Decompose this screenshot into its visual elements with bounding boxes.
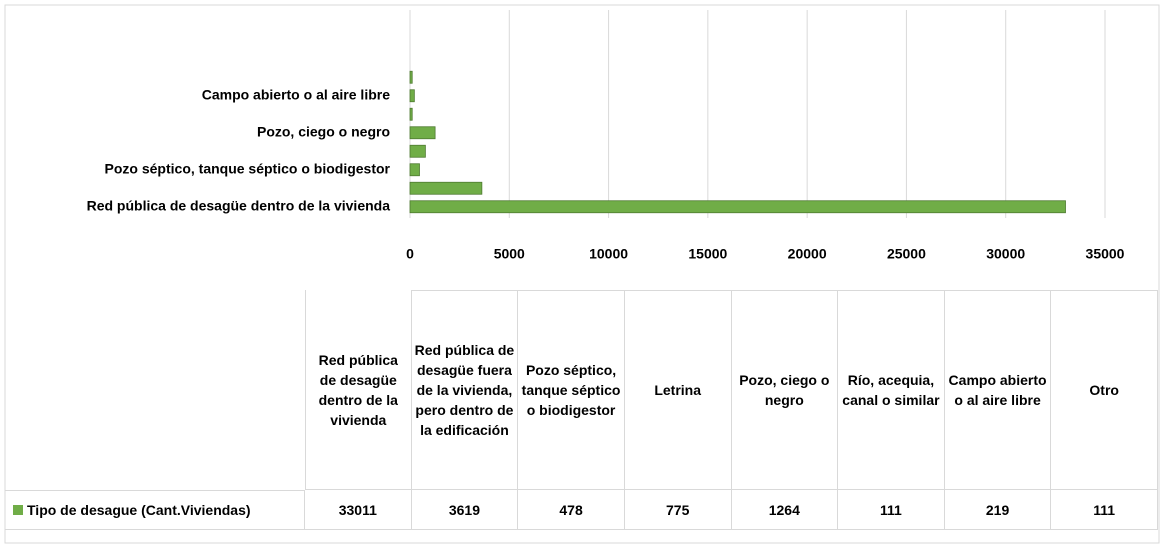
- bar: [409, 181, 483, 195]
- x-tick-label: 30000: [986, 246, 1025, 262]
- table-header: Letrina: [624, 290, 732, 490]
- x-tick-label: 10000: [589, 246, 628, 262]
- x-tick-label: 15000: [688, 246, 727, 262]
- table-value: 775: [624, 490, 732, 530]
- y-tick-label: Pozo, ciego o negro: [257, 123, 390, 139]
- legend-label: Tipo de desague (Cant.Viviendas): [27, 502, 251, 518]
- chart-border: [4, 4, 1160, 544]
- bar: [409, 144, 426, 158]
- x-tick-label: 25000: [887, 246, 926, 262]
- legend-cell: Tipo de desague (Cant.Viviendas): [5, 490, 305, 530]
- bar: [409, 70, 413, 84]
- table-header: Red pública de desagüe dentro de la vivi…: [305, 290, 412, 490]
- table-value: 33011: [305, 490, 412, 530]
- table-header: Pozo séptico, tanque séptico o biodigest…: [518, 290, 625, 490]
- y-tick-label: Pozo séptico, tanque séptico o biodigest…: [105, 160, 391, 176]
- table-value: 111: [838, 490, 945, 530]
- y-tick-label: Red pública de desagüe dentro de la vivi…: [87, 197, 391, 213]
- x-tick-label: 35000: [1086, 246, 1125, 262]
- x-tick-label: 20000: [788, 246, 827, 262]
- table-value: 478: [518, 490, 625, 530]
- table-value: 3619: [411, 490, 519, 530]
- table-value: 1264: [731, 490, 839, 530]
- table-header: Pozo, ciego o negro: [731, 290, 839, 490]
- bar: [409, 126, 436, 140]
- bar: [409, 89, 415, 103]
- table-header: Río, acequia, canal o similar: [838, 290, 945, 490]
- bar: [409, 163, 420, 177]
- table-value: 219: [944, 490, 1052, 530]
- table-header: Campo abierto o al aire libre: [944, 290, 1052, 490]
- bar: [409, 200, 1066, 214]
- legend-swatch: [13, 505, 23, 515]
- table-header: Red pública de desagüe fuera de la vivie…: [411, 290, 519, 490]
- bar: [409, 107, 413, 121]
- x-tick-label: 5000: [494, 246, 525, 262]
- table-value: 111: [1051, 490, 1158, 530]
- table-header: Otro: [1051, 290, 1158, 490]
- y-tick-label: Campo abierto o al aire libre: [202, 86, 390, 102]
- x-tick-label: 0: [406, 246, 414, 262]
